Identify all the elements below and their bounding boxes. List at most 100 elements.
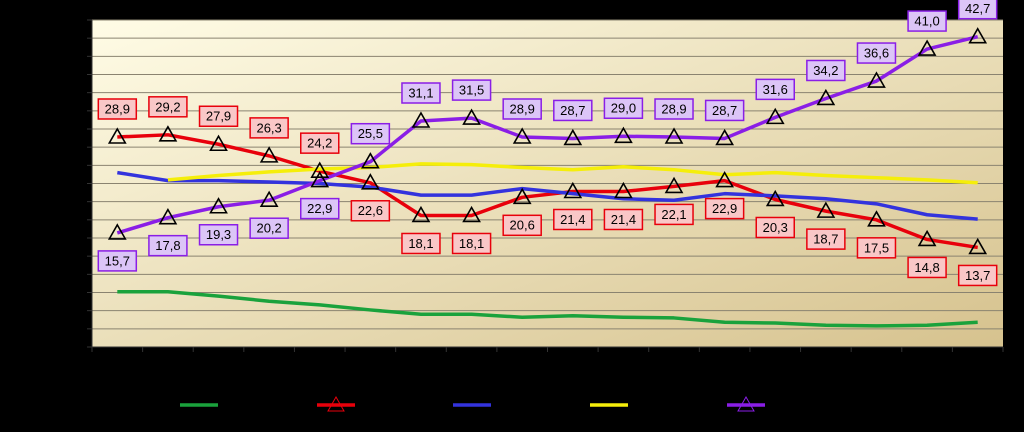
value-label: 20,3 (763, 220, 788, 235)
value-label: 20,6 (510, 218, 535, 233)
marker (259, 190, 279, 208)
value-label-box (198, 105, 239, 128)
marker (867, 210, 886, 227)
value-label: 28,7 (712, 103, 737, 118)
marker (259, 146, 279, 163)
value-label: 20,2 (256, 221, 281, 236)
value-label: 36,6 (864, 45, 889, 60)
marker (917, 39, 937, 56)
value-label-box (755, 216, 795, 239)
marker (107, 223, 127, 240)
marker (411, 205, 431, 223)
marker (158, 208, 178, 225)
legend-marker (737, 395, 755, 412)
value-label: 29,0 (611, 101, 636, 116)
value-label-box (856, 237, 897, 259)
value-label-box (603, 208, 644, 231)
marker (512, 127, 532, 144)
marker (411, 111, 431, 128)
value-label: 13,7 (965, 268, 990, 283)
value-label-box (907, 10, 947, 32)
marker (968, 237, 988, 255)
value-label: 18,7 (813, 232, 838, 247)
marker (107, 127, 127, 144)
value-label-box (907, 256, 947, 279)
marker (563, 181, 583, 199)
value-label: 17,5 (864, 240, 889, 255)
marker (614, 181, 633, 199)
value-label-box (654, 203, 694, 226)
marker (360, 152, 380, 169)
value-label-box (856, 42, 897, 64)
marker (158, 125, 178, 142)
marker (614, 126, 633, 144)
marker (816, 88, 836, 106)
marker (715, 128, 735, 146)
value-label: 18,1 (408, 236, 433, 251)
marker (664, 176, 684, 194)
value-label-box (502, 214, 542, 237)
value-label: 28,9 (105, 101, 130, 116)
marker (867, 71, 886, 88)
value-label-box (300, 132, 340, 154)
marker (310, 161, 330, 178)
value-label-box (401, 82, 441, 104)
value-label: 31,1 (408, 85, 433, 100)
value-label-box (401, 232, 441, 255)
marker (968, 27, 988, 44)
value-label-box (249, 117, 289, 139)
series-line (116, 35, 979, 235)
value-label: 24,2 (307, 136, 332, 151)
marker (462, 108, 481, 125)
value-label: 41,0 (914, 14, 939, 29)
value-label: 22,9 (307, 201, 332, 216)
value-label: 28,7 (560, 103, 585, 118)
marker (715, 170, 735, 188)
marker (664, 127, 684, 144)
series-line (167, 162, 978, 185)
value-label-box (806, 228, 846, 250)
series-line (117, 290, 978, 328)
value-label-box (148, 234, 188, 257)
value-label-box (350, 122, 391, 145)
marker (360, 173, 380, 190)
value-label: 29,2 (155, 99, 180, 114)
value-label: 22,6 (358, 203, 383, 218)
value-label: 28,9 (661, 101, 686, 116)
value-label-box (451, 232, 492, 255)
value-label-box (654, 98, 694, 120)
marker (209, 197, 228, 214)
series-line (117, 133, 978, 250)
value-label: 34,2 (813, 63, 838, 78)
value-label: 21,4 (560, 212, 585, 227)
value-label-box (249, 217, 289, 239)
value-label: 19,3 (206, 227, 231, 242)
value-label-box (553, 99, 593, 122)
value-label: 31,6 (763, 82, 788, 97)
marker (816, 201, 836, 218)
value-label: 26,3 (256, 120, 281, 135)
value-label-box (97, 250, 138, 272)
value-label: 22,9 (712, 201, 737, 216)
value-label-box (704, 197, 745, 220)
value-label-box (755, 78, 795, 101)
value-label-box (148, 96, 188, 118)
value-label: 28,9 (510, 101, 535, 116)
marker (765, 189, 785, 207)
marker (209, 134, 228, 152)
value-label: 15,7 (105, 253, 130, 268)
value-label-box (704, 99, 745, 122)
value-label: 21,4 (611, 212, 636, 227)
value-label: 17,8 (155, 238, 180, 253)
value-label-box (300, 197, 340, 220)
value-label: 25,5 (358, 126, 383, 141)
marker (765, 107, 785, 125)
marker (512, 187, 532, 205)
value-label-box (97, 98, 138, 120)
value-label: 22,1 (661, 207, 686, 222)
value-label-box (957, 0, 998, 20)
value-label: 14,8 (914, 260, 939, 275)
value-label-box (502, 98, 542, 120)
value-label-box (198, 224, 239, 246)
